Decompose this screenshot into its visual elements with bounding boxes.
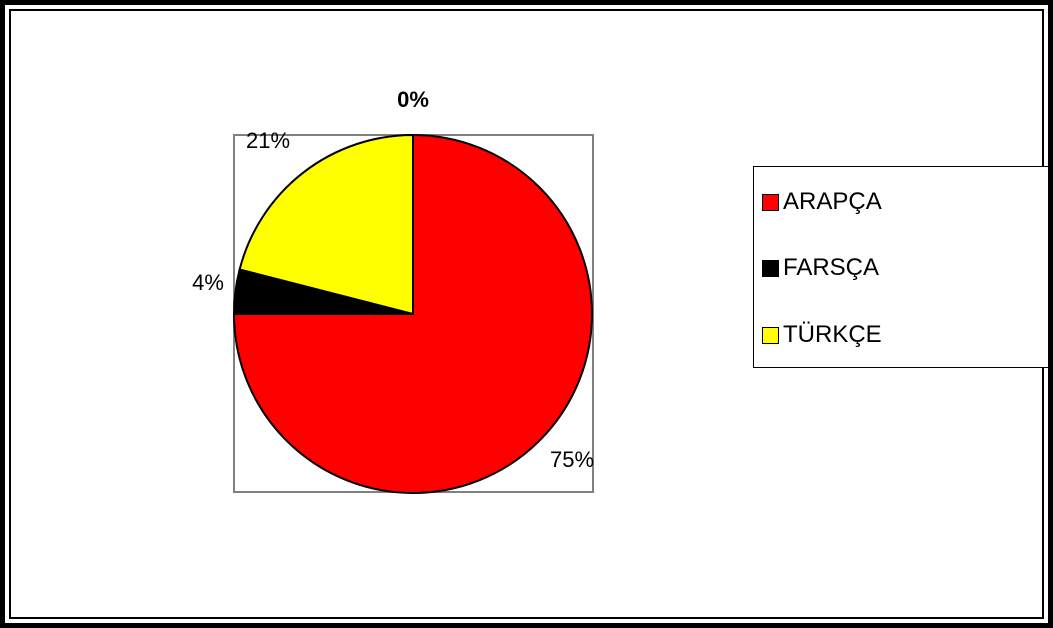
data-labels: 75% 4% 21% 0% — [192, 87, 594, 472]
legend-item-turkce: TÜRKÇE — [762, 319, 882, 351]
pie-slice-arapca — [232, 133, 593, 494]
legend-label-arapca: ARAPÇA — [783, 188, 882, 215]
legend: ARAPÇA FARSÇA TÜRKÇE — [753, 166, 1049, 368]
legend-item-arapca: ARAPÇA — [762, 186, 882, 218]
legend-swatch-arapca — [762, 193, 779, 211]
legend-swatch-turkce — [762, 326, 779, 344]
legend-swatch-farsca — [762, 259, 779, 277]
legend-item-farsca: FARSÇA — [762, 252, 879, 284]
legend-label-farsca: FARSÇA — [783, 254, 880, 281]
data-label-turkce: 21% — [246, 128, 290, 153]
legend-label-turkce: TÜRKÇE — [783, 321, 882, 348]
pie-slices — [232, 133, 593, 494]
data-label-blank: 0% — [397, 87, 429, 112]
data-label-farsca: 4% — [192, 270, 224, 295]
pie-slice-turkce — [238, 133, 414, 316]
data-label-arapca: 75% — [550, 447, 594, 472]
